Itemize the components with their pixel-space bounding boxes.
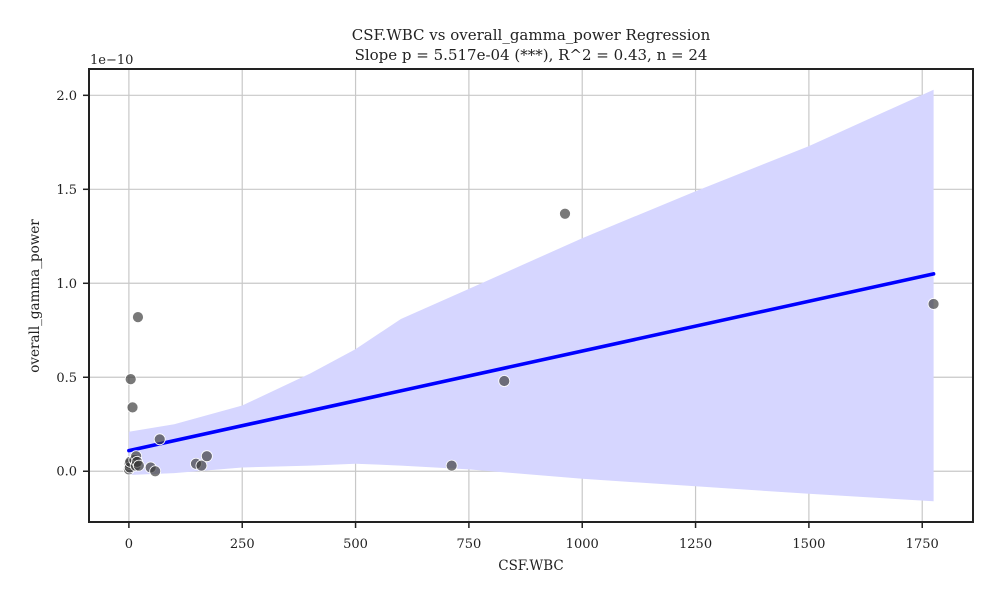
y-tick-label: 0.5 [56, 371, 77, 386]
x-tick-label: 1250 [679, 537, 712, 552]
x-tick-label: 1500 [792, 537, 825, 552]
x-tick-label: 1750 [906, 537, 939, 552]
confidence-band [128, 89, 934, 502]
axis-ticks: 0 250 500 750 1000 1250 1500 1750 0.0 0.5 1.0 1.5 2.… [56, 89, 938, 552]
chart-title-line2: Slope p = 5.517e-04 (***), R^2 = 0.43, n… [355, 46, 708, 64]
x-tick-label: 500 [343, 537, 368, 552]
x-tick-label: 750 [456, 537, 481, 552]
data-point [559, 207, 571, 220]
data-point [149, 465, 162, 478]
data-point [132, 459, 145, 472]
y-tick-label: 0.0 [56, 465, 77, 480]
y-tick-label: 1.0 [56, 277, 77, 292]
data-point [126, 401, 139, 414]
x-tick-label: 0 [125, 537, 133, 552]
y-axis-label: overall_gamma_power [27, 219, 43, 373]
data-point [927, 298, 940, 310]
plot-frame [88, 68, 974, 523]
data-point [124, 373, 137, 386]
confidence-band-layer [128, 89, 934, 502]
chart-title-line1: CSF.WBC vs overall_gamma_power Regressio… [352, 26, 711, 44]
data-point [445, 459, 458, 472]
y-tick-label: 1.5 [56, 183, 77, 198]
data-point [195, 459, 208, 472]
data-point [132, 311, 144, 324]
regression-line [127, 272, 936, 453]
scatter-points [122, 207, 940, 478]
x-axis-label: CSF.WBC [498, 558, 564, 574]
y-tick-label: 2.0 [56, 89, 77, 104]
x-tick-label: 1000 [566, 537, 599, 552]
y-offset-text: 1e−10 [90, 53, 133, 68]
data-point [200, 450, 213, 463]
x-tick-label: 250 [230, 537, 255, 552]
regression-line-layer [127, 272, 936, 453]
data-point [153, 433, 166, 446]
data-point [498, 375, 511, 387]
